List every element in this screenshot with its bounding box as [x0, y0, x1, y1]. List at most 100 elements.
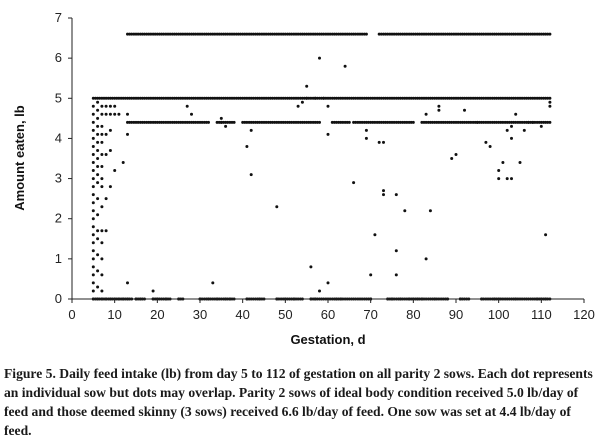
data-point: [422, 32, 426, 36]
data-point: [337, 96, 341, 100]
data-point: [437, 104, 441, 108]
data-point: [396, 96, 400, 100]
data-point: [467, 120, 471, 124]
data-point: [96, 197, 100, 201]
data-point: [190, 112, 193, 116]
data-point: [108, 149, 112, 152]
data-point: [426, 120, 430, 124]
data-point: [499, 32, 503, 36]
data-point: [126, 112, 129, 116]
data-point: [527, 96, 530, 100]
data-point: [294, 32, 298, 36]
x-tick-label: 70: [363, 307, 377, 322]
data-point: [439, 120, 443, 124]
data-point: [155, 96, 159, 100]
data-point: [433, 120, 437, 124]
data-point: [522, 32, 526, 36]
data-point: [542, 120, 545, 124]
data-point: [96, 149, 100, 152]
data-point: [134, 120, 138, 124]
data-point: [394, 32, 398, 36]
data-point: [382, 120, 385, 124]
data-point: [399, 96, 402, 100]
data-point: [490, 32, 494, 36]
data-point: [431, 120, 434, 124]
data-point: [428, 32, 432, 36]
data-point: [290, 32, 294, 36]
data-point: [339, 120, 343, 124]
data-point: [388, 96, 392, 100]
data-point: [164, 96, 168, 100]
data-point: [364, 32, 368, 36]
data-point: [309, 120, 313, 124]
data-point: [249, 173, 253, 177]
data-point: [416, 96, 420, 100]
data-point: [315, 120, 319, 124]
data-point: [211, 96, 215, 100]
data-point: [251, 120, 255, 124]
data-point: [450, 96, 454, 100]
data-point: [533, 120, 537, 124]
data-point: [407, 96, 411, 100]
data-point: [394, 249, 398, 253]
data-point: [149, 32, 153, 36]
data-point: [303, 32, 306, 36]
data-point: [473, 96, 477, 100]
data-point: [100, 257, 104, 261]
data-point: [428, 96, 432, 100]
data-point: [492, 96, 496, 100]
data-point: [471, 120, 475, 124]
data-point: [401, 32, 405, 36]
data-point: [211, 281, 215, 285]
data-point: [117, 112, 121, 116]
data-point: [219, 116, 223, 120]
data-point: [428, 120, 432, 124]
data-point: [386, 96, 390, 100]
data-point: [264, 32, 268, 36]
data-point: [535, 120, 539, 124]
data-point: [424, 96, 428, 100]
data-point: [213, 96, 217, 100]
data-point: [204, 120, 208, 124]
data-point: [224, 120, 228, 124]
data-point: [456, 96, 460, 100]
x-tick-label: 50: [278, 307, 292, 322]
data-point: [243, 32, 247, 36]
data-point: [435, 120, 439, 124]
data-point: [100, 185, 104, 189]
data-point: [262, 32, 266, 36]
data-point: [177, 96, 181, 100]
data-point: [437, 32, 441, 36]
data-point: [388, 120, 392, 124]
data-point: [405, 32, 409, 36]
data-point: [300, 96, 304, 100]
data-point: [121, 161, 125, 164]
data-point: [230, 32, 234, 36]
data-point: [113, 112, 117, 116]
data-point: [467, 32, 471, 36]
data-point: [275, 120, 279, 124]
data-point: [375, 120, 379, 124]
data-point: [149, 96, 153, 100]
data-point: [411, 120, 415, 124]
data-point: [96, 124, 100, 128]
data-point: [531, 32, 535, 36]
data-point: [473, 32, 477, 36]
data-point: [396, 32, 400, 36]
data-point: [326, 132, 330, 136]
data-point: [279, 32, 283, 36]
data-point: [230, 96, 234, 100]
data-point: [190, 96, 193, 100]
data-point: [318, 96, 321, 100]
data-point: [91, 257, 95, 261]
data-point: [537, 120, 541, 124]
data-point: [486, 96, 490, 100]
x-tick-label: 30: [193, 307, 207, 322]
data-point: [305, 84, 309, 88]
data-point: [431, 32, 434, 36]
data-point: [96, 253, 100, 257]
x-ticks: 0 10 20 30 40 50 60 70 80 90 100 110 120: [68, 299, 595, 322]
data-point: [326, 32, 330, 36]
data-point: [91, 249, 95, 253]
data-point: [458, 32, 462, 36]
